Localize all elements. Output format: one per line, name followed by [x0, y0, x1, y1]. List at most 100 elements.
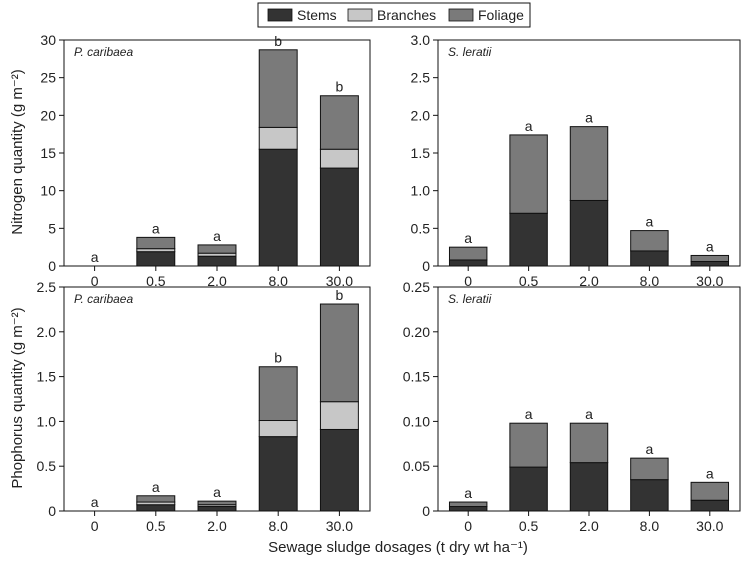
bar-segment-foliage: [448, 501, 488, 508]
bar-segment-foliage: [136, 495, 176, 503]
significance-label: a: [646, 441, 654, 457]
y-tick-label: 20: [40, 107, 56, 123]
legend-swatch-branches: [347, 8, 373, 22]
y-tick-label: 10: [40, 183, 56, 199]
bar-segment-stems: [319, 167, 359, 267]
bar-segment-stems: [630, 479, 669, 512]
x-tick-label: 2.0: [207, 518, 227, 534]
x-tick-label: 2.0: [579, 273, 599, 289]
bar-segment-foliage: [197, 244, 237, 254]
panel-title: P. caribaea: [74, 292, 133, 306]
bar-segment-foliage: [630, 457, 669, 481]
panel-phosphorus-p-caribaea: 0 0.5 1.0 1.5 2.0 2.5 P. caribaea 0 a 0.5 a 2.0 a 8.0…: [37, 279, 371, 534]
bar-segment-stems: [197, 255, 237, 267]
bar-segment-stems: [448, 259, 488, 267]
bar-segment-stems: [630, 250, 669, 267]
bar-segment-branches: [258, 420, 298, 438]
bar-segment-branches: [319, 401, 359, 430]
bar-segment-foliage: [630, 230, 669, 252]
significance-label: a: [91, 249, 99, 265]
y-tick-label: 2.5: [37, 279, 57, 295]
y-tick-label: 0.20: [403, 324, 430, 340]
x-tick-label: 30.0: [326, 518, 353, 534]
significance-label: a: [706, 465, 714, 481]
x-tick-label: 30.0: [696, 518, 723, 534]
significance-label: a: [213, 484, 221, 500]
panel-phosphorus-s-leratii: 0 0.05 0.10 0.15 0.20 0.25 S. leratii 0 a 0.5 a 2.0…: [403, 279, 741, 534]
x-tick-label: 0: [464, 273, 472, 289]
y-tick-label: 0.15: [403, 369, 430, 385]
legend-swatch-stems: [267, 8, 293, 22]
x-tick-label: 0.5: [519, 518, 539, 534]
panel-nitrogen-s-leratii: 0 0.5 1.0 1.5 2.0 2.5 3.0 S. leratii 0 a 0.5 a 2.0 a 8…: [411, 32, 741, 289]
y-axis-title-bottom: Phophorus quantity (g m⁻²): [9, 307, 26, 488]
bar-segment-foliage: [319, 95, 359, 150]
y-tick-label: 0.5: [37, 458, 57, 474]
y-axis-title-top: Nitrogen quantity (g m⁻²): [9, 69, 26, 234]
x-tick-label: 0: [464, 518, 472, 534]
legend-swatch-foliage: [448, 8, 474, 22]
bar-segment-stems: [258, 148, 298, 267]
legend-frame: [257, 2, 531, 28]
y-tick-label: 0: [422, 503, 430, 519]
significance-label: a: [213, 228, 221, 244]
bar-segment-stems: [509, 212, 548, 267]
bar-segment-stems: [136, 251, 176, 267]
significance-label: b: [336, 79, 344, 95]
y-tick-label: 30: [40, 32, 56, 48]
significance-label: a: [152, 220, 160, 236]
y-tick-label: 2.0: [411, 107, 431, 123]
bar-segment-foliage: [690, 254, 730, 262]
y-tick-label: 0: [48, 258, 56, 274]
y-tick-label: 0: [48, 503, 56, 519]
y-tick-label: 5: [48, 220, 56, 236]
bar-segment-foliage: [319, 303, 359, 403]
bar-segment-foliage: [258, 49, 298, 128]
bar-segment-foliage: [509, 134, 548, 214]
y-tick-label: 2.0: [37, 324, 57, 340]
x-axis-title: Sewage sludge dosages (t dry wt ha⁻¹): [268, 539, 528, 556]
significance-label: a: [646, 214, 654, 230]
bar-segment-foliage: [448, 246, 488, 261]
significance-label: a: [585, 110, 593, 126]
significance-label: a: [464, 485, 472, 501]
legend-label-stems: Stems: [297, 7, 337, 23]
bar-segment-stems: [197, 506, 237, 512]
y-tick-label: 1.0: [411, 183, 431, 199]
significance-label: a: [525, 118, 533, 134]
significance-label: b: [274, 33, 282, 49]
y-tick-label: 3.0: [411, 32, 431, 48]
legend-label-foliage: Foliage: [478, 7, 524, 23]
significance-label: a: [152, 479, 160, 495]
significance-label: a: [706, 238, 714, 254]
bar-segment-foliage: [569, 126, 609, 201]
significance-label: b: [274, 350, 282, 366]
y-tick-label: 15: [40, 145, 56, 161]
y-tick-label: 25: [40, 70, 56, 86]
significance-label: b: [336, 287, 344, 303]
x-tick-label: 8.0: [640, 273, 660, 289]
bar-segment-foliage: [136, 236, 176, 250]
x-tick-label: 0.5: [146, 518, 166, 534]
panel-title: S. leratii: [448, 292, 492, 306]
x-tick-label: 0.5: [519, 273, 539, 289]
bar-segment-stems: [448, 506, 488, 512]
y-tick-label: 0.10: [403, 413, 430, 429]
bar-segment-stems: [319, 428, 359, 512]
significance-label: a: [91, 494, 99, 510]
x-tick-label: 8.0: [640, 518, 660, 534]
y-tick-label: 0.5: [411, 220, 431, 236]
x-tick-label: 8.0: [268, 518, 288, 534]
legend: Stems Branches Foliage: [257, 2, 531, 28]
bar-segment-foliage: [258, 366, 298, 422]
bar-segment-foliage: [569, 422, 609, 464]
bar-segment-stems: [258, 436, 298, 512]
bar-segment-stems: [690, 499, 730, 512]
x-tick-label: 2.0: [579, 518, 599, 534]
panel-title: S. leratii: [448, 45, 492, 59]
panel-nitrogen-p-caribaea: 0 5 10 15 20 25 30 P. caribaea 0 a 0.5 a 2.0 a 8.0 b 30.…: [40, 32, 371, 289]
x-tick-label: 2.0: [207, 273, 227, 289]
x-tick-label: 0: [91, 273, 99, 289]
